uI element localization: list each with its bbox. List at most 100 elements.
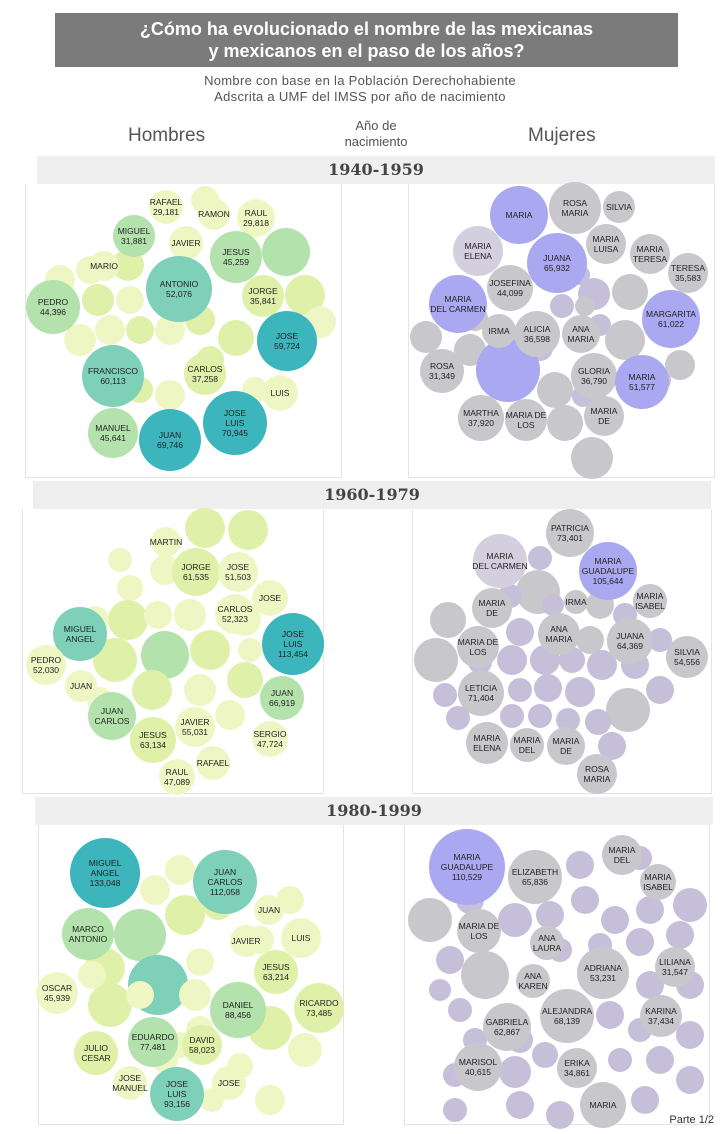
- bubble-hombre-0-15: [203, 391, 267, 455]
- header-ano-nacimiento: Año de nacimiento: [316, 118, 436, 150]
- bubble-bg-p2-13: [132, 670, 172, 710]
- bubble-label-mujer-1-6-1: MARIA: [546, 634, 573, 644]
- bubble-hombre-2-11: [182, 1025, 222, 1065]
- bubble-bg-p1-13: [547, 405, 583, 441]
- bubble-bg-p5-21: [676, 1021, 704, 1049]
- bubble-bg-p2-6: [141, 631, 189, 679]
- bubble-bg-p2-11: [227, 662, 263, 698]
- bubble-bg-p3-19: [646, 676, 674, 704]
- bubble-hombre-1-11: [175, 707, 215, 747]
- bubble-label-mujer-2-5-1: LAURA: [533, 943, 562, 953]
- panel-frame-hombres-1: [25, 184, 342, 478]
- bubble-bg-p3-7: [576, 626, 604, 654]
- bubble-label-hombre-1-12: SERGIO: [253, 729, 286, 739]
- bubble-bg-p2-19: [238, 638, 262, 662]
- bubble-value-hombre-0-3: 31,881: [121, 236, 147, 246]
- bubble-label-mujer-0-1-1: MARIA: [562, 208, 589, 218]
- bubble-label-mujer-2-8: ADRIANA: [584, 963, 622, 973]
- bubble-bg-p5-27: [646, 1046, 674, 1074]
- bubble-label-mujer-1-14-1: MARIA: [584, 774, 611, 784]
- bubble-label-mujer-0-18-1: LOS: [517, 420, 534, 430]
- bubble-mujer-2-14: [580, 1082, 626, 1128]
- bubble-hombre-2-9: [210, 982, 266, 1038]
- bubble-value-hombre-0-9: 44,396: [40, 307, 66, 317]
- bubble-value-hombre-1-12: 47,724: [257, 739, 283, 749]
- chart-subtitle: Nombre con base en la Población Derechoh…: [0, 73, 720, 105]
- bubble-bg-p3-11: [587, 650, 617, 680]
- bubble-label-mujer-0-13-1: MARIA: [568, 334, 595, 344]
- bubble-label-mujer-0-2: SILVIA: [606, 202, 632, 212]
- bubble-value-hombre-2-14: 93,156: [164, 1099, 190, 1109]
- bubble-label-mujer-2-7-0: ANA: [524, 971, 542, 981]
- bubble-label-hombre-2-12-1: CESAR: [81, 1053, 110, 1063]
- bubble-hombre-0-4: [169, 226, 203, 260]
- bubble-label-mujer-1-12-1: DEL: [519, 745, 536, 755]
- bubble-label-hombre-1-4: CARLOS: [218, 604, 253, 614]
- bubble-label-mujer-2-7-1: KAREN: [518, 981, 547, 991]
- bubble-bg-p5-13: [461, 951, 509, 999]
- header-hombres: Hombres: [128, 125, 206, 146]
- bubble-bg-p2-20: [108, 548, 132, 572]
- bubble-mujer-1-9: [666, 636, 708, 678]
- bubble-label-hombre-0-1: RAMON: [198, 209, 230, 219]
- bubble-label-hombre-2-2: JUAN: [258, 905, 280, 915]
- bubble-value-hombre-2-6: 63,214: [263, 972, 289, 982]
- bubble-label-mujer-0-16: MARIA: [629, 372, 656, 382]
- subtitle-line-1: Nombre con base en la Población Derechoh…: [204, 73, 516, 88]
- bubble-label-mujer-0-9-0: MARIA: [445, 294, 472, 304]
- bubble-label-hombre-2-14-1: LUIS: [168, 1089, 187, 1099]
- bubble-value-mujer-2-2: 65,836: [522, 877, 548, 887]
- bubble-label-hombre-1-15: RAUL: [166, 767, 189, 777]
- bubble-mujer-1-3: [472, 588, 512, 628]
- bubble-bg-p0-0: [112, 249, 144, 281]
- bubble-bg-p4-8: [179, 979, 211, 1011]
- bubble-mujer-0-5: [586, 224, 626, 264]
- bubble-bg-p3-0: [528, 546, 552, 570]
- bubble-value-mujer-1-0: 73,401: [557, 533, 583, 543]
- bubble-hombre-1-9: [260, 676, 304, 720]
- bubble-label-mujer-1-14-0: ROSA: [585, 764, 609, 774]
- bubble-mujer-0-10: [642, 290, 700, 348]
- bubble-mujer-1-0: [546, 509, 594, 557]
- bubble-label-mujer-1-1-1: DEL CARMEN: [472, 561, 527, 571]
- bubble-label-hombre-1-6-1: LUIS: [284, 639, 303, 649]
- bubble-bg-p3-27: [648, 628, 672, 652]
- bubble-label-mujer-0-15: GLORIA: [578, 366, 610, 376]
- bubble-label-mujer-2-3-0: MARIA: [645, 872, 672, 882]
- bubble-label-mujer-2-6: LILIANA: [659, 957, 691, 967]
- bubble-bg-p2-7: [190, 630, 230, 670]
- bubble-value-hombre-0-7: 52,076: [166, 289, 192, 299]
- bubble-label-hombre-0-7: ANTONIO: [160, 279, 199, 289]
- bubble-bg-p5-23: [532, 1042, 558, 1068]
- bubble-mujer-2-1: [429, 829, 505, 905]
- bubble-hombre-0-10: [257, 311, 317, 371]
- bubble-label-hombre-1-9: JUAN: [271, 688, 293, 698]
- bubble-label-mujer-1-5-0: MARIA: [637, 591, 664, 601]
- bubble-label-mujer-0-4: JUANA: [543, 253, 571, 263]
- bubble-label-mujer-0-6-1: TERESA: [633, 254, 667, 264]
- bubble-label-hombre-0-8: JORGE: [248, 286, 278, 296]
- panel-frame-mujeres-1: [408, 184, 715, 478]
- bubble-label-hombre-0-0: RAFAEL: [150, 197, 183, 207]
- bubble-bg-p3-15: [508, 678, 532, 702]
- bubble-label-hombre-0-5: JESUS: [222, 247, 250, 257]
- bubble-mujer-2-7: [516, 964, 550, 998]
- bubble-hombre-2-6: [254, 950, 298, 994]
- bubble-hombre-0-9: [26, 280, 80, 334]
- bubble-hombre-1-0: [151, 527, 181, 557]
- bubble-bg-p5-34: [676, 1066, 704, 1094]
- bubble-value-mujer-2-12: 40,615: [465, 1067, 491, 1077]
- bubble-value-hombre-1-6: 113,454: [278, 649, 308, 659]
- bubble-hombre-1-8: [65, 670, 97, 702]
- bubble-label-hombre-2-1-1: CARLOS: [208, 877, 243, 887]
- bubble-label-mujer-1-7-0: MARIA DE: [458, 637, 499, 647]
- bubble-value-hombre-1-11: 55,031: [182, 727, 208, 737]
- bubble-label-mujer-1-3-1: DE: [486, 608, 498, 618]
- bubble-label-hombre-2-6: JESUS: [262, 962, 290, 972]
- bubble-label-mujer-2-1-1: GUADALUPE: [441, 862, 494, 872]
- bubble-value-mujer-1-2: 105,644: [593, 576, 624, 586]
- bubble-value-hombre-2-9: 88,456: [225, 1010, 251, 1020]
- bubble-mujer-2-13: [557, 1048, 597, 1088]
- bubble-bg-p2-4: [117, 575, 143, 601]
- bubble-bg-p4-14: [126, 981, 154, 1009]
